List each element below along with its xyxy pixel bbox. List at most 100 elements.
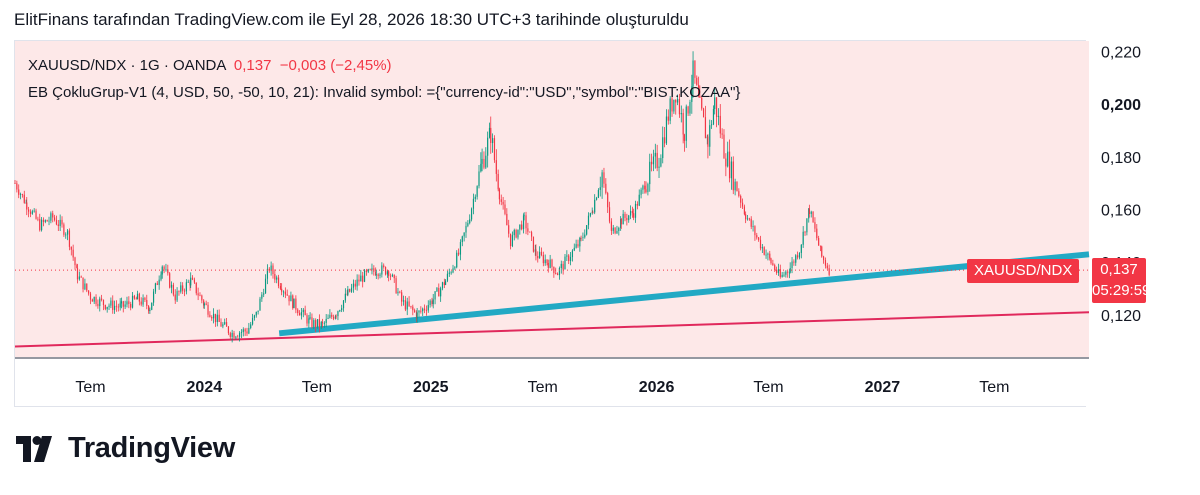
candle: [652, 149, 655, 172]
candle: [70, 246, 72, 256]
candle: [787, 270, 789, 278]
legend-symbol[interactable]: XAUUSD/NDX · 1G · OANDA: [28, 57, 226, 74]
candle: [509, 233, 512, 250]
candle: [810, 210, 812, 218]
candle: [763, 246, 765, 256]
x-tick-label: Tem: [302, 379, 332, 396]
candle: [822, 255, 825, 264]
candle: [63, 222, 65, 237]
candle: [255, 311, 257, 318]
x-tick-label: 2026: [639, 379, 675, 396]
x-tick-label: Tem: [753, 379, 783, 396]
candle: [418, 310, 420, 318]
candle: [163, 265, 165, 274]
candle: [532, 236, 535, 253]
candle: [511, 231, 514, 248]
candle: [363, 268, 366, 283]
candle: [325, 314, 327, 328]
candle: [781, 272, 783, 278]
candle: [522, 213, 525, 234]
candle: [553, 266, 555, 278]
candle: [146, 294, 148, 310]
candle: [408, 296, 410, 308]
candle: [614, 227, 616, 235]
candle: [304, 305, 306, 316]
candle: [547, 259, 549, 273]
candle: [798, 252, 801, 260]
candle: [431, 297, 433, 307]
candle: [517, 229, 519, 240]
candle: [683, 133, 685, 152]
chart-frame[interactable]: [14, 40, 1086, 407]
x-tick-label: Tem: [75, 379, 105, 396]
candle: [601, 169, 603, 199]
candle: [53, 214, 56, 222]
candle: [335, 314, 337, 319]
candle: [120, 297, 123, 309]
candle: [57, 219, 59, 231]
candle: [658, 157, 660, 179]
candle: [775, 266, 778, 275]
candle: [500, 194, 502, 206]
candle: [671, 87, 673, 117]
candle: [660, 154, 662, 168]
candle: [44, 219, 46, 224]
candle: [222, 322, 224, 329]
candle: [191, 275, 194, 281]
candle: [174, 289, 176, 304]
candle: [814, 217, 816, 233]
candle: [644, 181, 646, 194]
candle: [282, 290, 285, 298]
candle: [682, 108, 684, 144]
candle: [176, 287, 178, 302]
candle: [80, 275, 82, 278]
candle: [483, 151, 485, 170]
candle: [586, 225, 588, 236]
candle: [746, 214, 749, 221]
y-tick-label: 0,200: [1101, 97, 1141, 114]
candle: [119, 298, 121, 311]
candle: [33, 208, 35, 213]
candle: [290, 291, 292, 302]
candle: [441, 281, 444, 291]
tradingview-logo[interactable]: TradingView: [16, 432, 235, 465]
trendline-red[interactable]: [14, 311, 1090, 348]
candle: [448, 268, 450, 277]
candle: [519, 224, 521, 235]
candle: [339, 309, 341, 313]
candle: [571, 249, 574, 262]
candle: [631, 206, 634, 218]
candle: [369, 268, 371, 271]
candle: [78, 271, 80, 281]
candle: [39, 213, 41, 232]
candle: [375, 267, 377, 277]
candle: [800, 244, 802, 259]
candle: [556, 272, 559, 276]
candle: [527, 222, 529, 236]
candle: [266, 264, 269, 285]
candle: [349, 288, 351, 293]
candle: [108, 303, 110, 311]
trendline-teal[interactable]: [278, 251, 1090, 337]
candle: [420, 306, 422, 314]
candle: [788, 269, 791, 279]
candle: [182, 282, 184, 295]
candle: [738, 188, 740, 198]
tradingview-logo-icon: [16, 435, 52, 462]
candle: [61, 216, 63, 228]
candle: [745, 211, 747, 224]
candle: [379, 272, 381, 279]
candle: [205, 300, 207, 306]
candle: [354, 279, 356, 290]
candle: [259, 296, 261, 311]
y-tick-label: 0,180: [1101, 150, 1141, 167]
candle: [416, 307, 418, 323]
legend-indicator[interactable]: EB ÇokluGrup-V1 (4, USD, 50, -50, 10, 21…: [28, 84, 741, 101]
candle: [438, 283, 440, 297]
candle: [224, 318, 226, 326]
candle: [469, 214, 471, 225]
symbol-price-label: XAUUSD/NDX: [967, 259, 1080, 283]
candle: [156, 281, 158, 286]
candle: [629, 205, 632, 220]
